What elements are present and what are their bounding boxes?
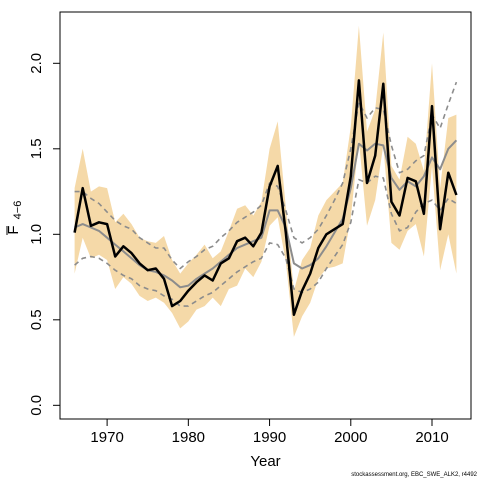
y-axis: 0.0 0.5 1.0 1.5 2.0: [28, 53, 60, 416]
y-tick-label: 2.0: [28, 53, 45, 74]
y-tick-label: 0.0: [28, 395, 45, 416]
estimate-line: [73, 79, 458, 316]
x-tick-label: 1990: [253, 429, 286, 446]
y-tick-label: 1.0: [28, 224, 45, 245]
comparison-upper-dashed-line: [74, 81, 458, 270]
source-credit: stockassessment.org, EBC_SWE_ALK2, r4492: [351, 472, 477, 478]
confidence-band: [74, 25, 457, 337]
y-axis-title-subscript: 4−6: [12, 201, 24, 220]
x-tick-label: 1980: [172, 429, 205, 446]
confidence-band-layer: [74, 25, 457, 337]
y-axis-title: F 4−6: [5, 201, 24, 235]
plot-frame: [59, 11, 472, 420]
x-tick-label: 1970: [90, 429, 123, 446]
y-axis-title-main: F: [5, 225, 22, 234]
comparison-line: [74, 139, 458, 289]
comparison-lower-dashed-line: [74, 175, 457, 307]
series-lines-layer: [73, 79, 458, 316]
x-tick-label: 2010: [415, 429, 448, 446]
y-tick-label: 0.5: [28, 309, 45, 330]
y-tick-label: 1.5: [28, 138, 45, 159]
x-axis-title: Year: [250, 453, 280, 470]
x-axis: 1970 1980 1990 2000 2010: [90, 419, 449, 446]
x-tick-label: 2000: [334, 429, 367, 446]
